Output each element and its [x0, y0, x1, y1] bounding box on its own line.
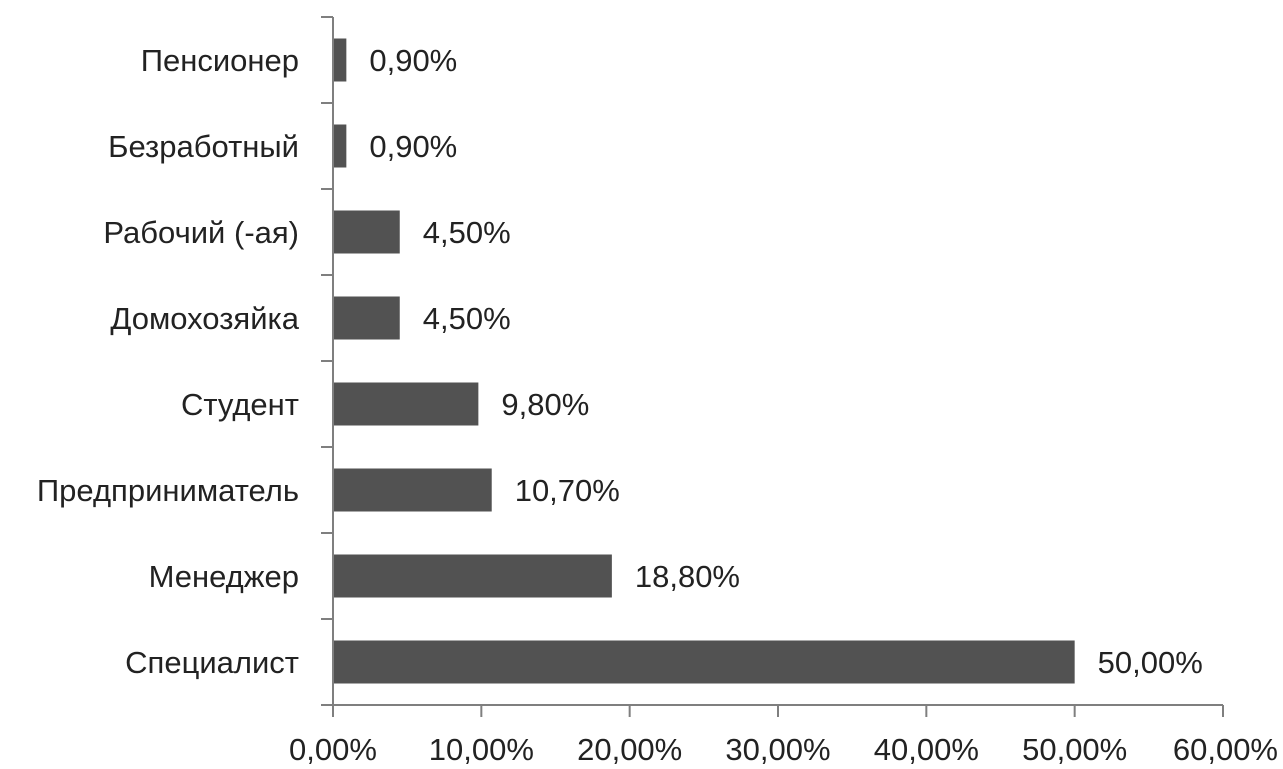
value-labels-group: 0,90% 0,90% 4,50% 4,50% 9,80% 10,70% 18,80% 50,…	[369, 43, 1202, 680]
value-label-0: 0,90%	[369, 43, 457, 78]
x-tick-labels-group: 0,00% 10,00% 20,00% 30,00% 40,00% 50,00% 60,00…	[289, 732, 1278, 767]
value-label-7: 50,00%	[1098, 645, 1203, 680]
category-label-5: Предприниматель	[37, 473, 299, 508]
x-tick-label-1: 10,00%	[429, 732, 534, 767]
value-label-1: 0,90%	[369, 129, 457, 164]
x-tick-label-4: 40,00%	[874, 732, 979, 767]
x-tick-label-3: 30,00%	[725, 732, 830, 767]
bar-3	[334, 296, 400, 340]
bar-2	[334, 210, 400, 254]
axes-group	[321, 16, 1224, 717]
x-tick-label-6: 60,00%	[1173, 732, 1278, 767]
value-label-2: 4,50%	[423, 215, 511, 250]
category-labels-group: Пенсионер Безработный Рабочий (-ая) Домохоз…	[37, 43, 300, 680]
category-label-3: Домохозяйка	[110, 301, 299, 336]
x-tick-label-2: 20,00%	[577, 732, 682, 767]
bar-0	[334, 38, 347, 82]
category-label-1: Безработный	[108, 129, 299, 164]
value-label-6: 18,80%	[635, 559, 740, 594]
category-label-7: Специалист	[125, 645, 299, 680]
bar-6	[334, 554, 612, 598]
bar-1	[334, 124, 347, 168]
category-label-2: Рабочий (-ая)	[103, 215, 299, 250]
value-label-3: 4,50%	[423, 301, 511, 336]
x-tick-label-5: 50,00%	[1022, 732, 1127, 767]
category-label-0: Пенсионер	[141, 43, 299, 78]
x-tick-label-0: 0,00%	[289, 732, 377, 767]
bars-group	[334, 38, 1075, 684]
bar-7	[334, 640, 1075, 684]
bar-5	[334, 468, 492, 512]
bar-4	[334, 382, 479, 426]
value-label-5: 10,70%	[515, 473, 620, 508]
value-label-4: 9,80%	[501, 387, 589, 422]
category-label-6: Менеджер	[149, 559, 299, 594]
category-label-4: Студент	[181, 387, 299, 422]
